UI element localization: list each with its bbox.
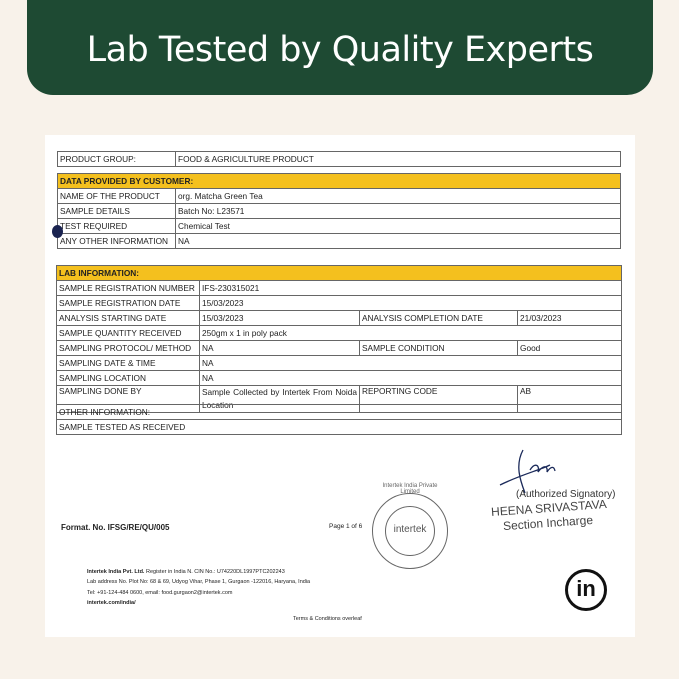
row-label: SAMPLE DETAILS — [57, 203, 176, 219]
row-label-2: SAMPLE CONDITION — [359, 340, 518, 356]
row-label: SAMPLING LOCATION — [56, 370, 200, 386]
banner-title: Lab Tested by Quality Experts — [27, 0, 653, 95]
other-value: SAMPLE TESTED AS RECEIVED — [56, 419, 622, 435]
customer-header: DATA PROVIDED BY CUSTOMER: — [57, 173, 621, 189]
row-label: SAMPLE REGISTRATION DATE — [56, 295, 200, 311]
product-group-value: FOOD & AGRICULTURE PRODUCT — [175, 151, 621, 167]
lab-header: LAB INFORMATION: — [56, 265, 622, 281]
row-label: SAMPLING PROTOCOL/ METHOD — [56, 340, 200, 356]
intertek-logo-icon: in — [565, 569, 607, 611]
ink-dot — [52, 225, 63, 238]
website-link[interactable]: intertek.com/india/ — [87, 600, 136, 606]
other-label: OTHER INFORMATION: — [56, 404, 622, 420]
other-information-table: OTHER INFORMATION: SAMPLE TESTED AS RECE… — [56, 404, 622, 435]
row-value: 250gm x 1 in poly pack — [199, 325, 622, 341]
signatory-role: (Authorized Signatory) — [516, 489, 616, 500]
row-value: NA — [199, 370, 622, 386]
row-value: IFS-230315021 — [199, 280, 622, 296]
lab-address: Lab address No. Plot No: 68 & 69, Udyog … — [87, 579, 311, 585]
lab-information-table: LAB INFORMATION: SAMPLE REGISTRATION NUM… — [56, 265, 622, 413]
row-value: NA — [199, 340, 360, 356]
company-register: Register in India N. CIN No.: U74220DL19… — [144, 569, 285, 575]
row-label: ANY OTHER INFORMATION — [57, 233, 176, 249]
stamp-ring-text: Intertek India Private Limited — [382, 483, 438, 495]
contact-info: Tel: +91-124-484 0600, email: food.gurga… — [87, 590, 233, 596]
row-value: org. Matcha Green Tea — [175, 188, 621, 204]
page-number: Page 1 of 6 — [329, 523, 363, 530]
company-name: Intertek India Pvt. Ltd. — [87, 569, 145, 575]
row-label: SAMPLING DATE & TIME — [56, 355, 200, 371]
row-label-2: ANALYSIS COMPLETION DATE — [359, 310, 518, 326]
row-value: NA — [199, 355, 622, 371]
row-label: NAME OF THE PRODUCT — [57, 188, 176, 204]
intertek-stamp: intertek Intertek India Private Limited — [372, 483, 448, 569]
row-value-2: Good — [517, 340, 622, 356]
row-label: SAMPLE REGISTRATION NUMBER — [56, 280, 200, 296]
row-value: 15/03/2023 — [199, 295, 622, 311]
terms-note: Terms & Conditions overleaf — [293, 616, 362, 622]
signature-icon — [499, 449, 556, 494]
format-number: Format. No. IFSG/RE/QU/005 — [61, 523, 170, 532]
row-label: TEST REQUIRED — [57, 218, 176, 234]
row-value: Batch No: L23571 — [175, 203, 621, 219]
row-value: NA — [175, 233, 621, 249]
row-label: SAMPLE QUANTITY RECEIVED — [56, 325, 200, 341]
customer-data-table: DATA PROVIDED BY CUSTOMER: NAME OF THE P… — [57, 173, 621, 249]
product-group-label: PRODUCT GROUP: — [57, 151, 176, 167]
row-value: 15/03/2023 — [199, 310, 360, 326]
row-label: ANALYSIS STARTING DATE — [56, 310, 200, 326]
row-value: Chemical Test — [175, 218, 621, 234]
row-value-2: 21/03/2023 — [517, 310, 622, 326]
stamp-center-text: intertek — [393, 524, 427, 535]
product-group-table: PRODUCT GROUP: FOOD & AGRICULTURE PRODUCT — [57, 151, 621, 167]
